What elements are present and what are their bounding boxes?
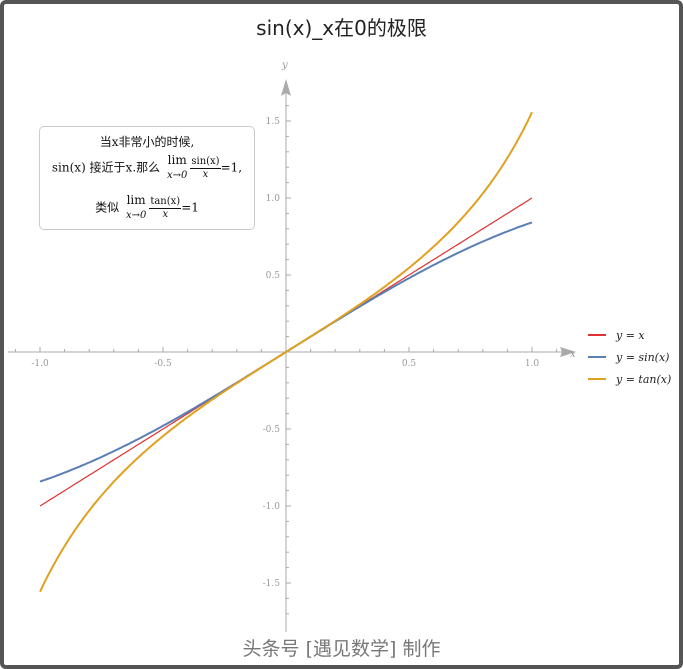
legend-swatch <box>588 334 606 336</box>
x-axis-label: x <box>570 349 576 360</box>
lim-text: lim <box>167 153 187 167</box>
fraction-numerator: tan(x) <box>149 195 182 209</box>
note-line-3-prefix: 类似 <box>95 200 120 215</box>
y-axis-label: y <box>281 60 288 71</box>
lim-text: lim <box>126 193 146 207</box>
legend-item-sin: y = sin(x) <box>588 346 671 368</box>
y-tick-label: 1.5 <box>266 117 281 127</box>
y-tick-label: -1.0 <box>263 502 281 512</box>
lim-subscript: x→0 <box>125 210 147 221</box>
note-line-1: 当x非常小的时候, <box>99 135 195 149</box>
note-line-2: sin(x) 接近于x.那么 lim x→0 sin(x) x =1, <box>40 153 254 183</box>
y-tick-label: -0.5 <box>263 425 281 435</box>
legend-item-tan: y = tan(x) <box>588 368 671 390</box>
footer-credit: 头条号 [遇见数学] 制作 <box>242 638 441 660</box>
legend-swatch <box>588 378 606 380</box>
legend-label: y = x <box>616 328 645 342</box>
limit-notation: lim x→0 <box>167 153 187 183</box>
x-tick-label: -0.5 <box>154 359 172 369</box>
note-line-3: 类似 lim x→0 tan(x) x =1 <box>40 193 254 223</box>
legend-swatch <box>588 356 606 358</box>
x-tick-label: 1.0 <box>525 359 540 369</box>
fraction-sin: sin(x) x <box>190 155 221 181</box>
note-line-2-suffix: =1, <box>220 160 243 175</box>
lim-subscript: x→0 <box>166 170 188 181</box>
note-line-3-suffix: =1 <box>181 200 199 215</box>
legend: y = x y = sin(x) y = tan(x) <box>588 324 671 390</box>
limit-notation: lim x→0 <box>126 193 146 223</box>
legend-item-x: y = x <box>588 324 671 346</box>
fraction-tan: tan(x) x <box>149 195 182 221</box>
fraction-numerator: sin(x) <box>190 155 221 169</box>
note-line-2-prefix: sin(x) 接近于x.那么 <box>51 160 161 175</box>
annotation-box: 当x非常小的时候, sin(x) 接近于x.那么 lim x→0 sin(x) x =1… <box>39 126 255 230</box>
legend-label: y = sin(x) <box>616 350 670 364</box>
y-axis-arrow-icon <box>281 79 291 96</box>
fraction-denominator: x <box>162 208 169 220</box>
x-tick-label: -1.0 <box>31 359 49 369</box>
y-tick-label: -1.5 <box>263 579 281 589</box>
legend-label: y = tan(x) <box>616 372 672 386</box>
y-tick-label: 0.5 <box>266 271 281 281</box>
y-tick-label: 1.0 <box>266 194 281 204</box>
chart-title: sin(x)_x在0的极限 <box>256 16 427 40</box>
series-line-tan <box>39 111 533 593</box>
x-tick-label: 0.5 <box>402 359 417 369</box>
fraction-denominator: x <box>202 168 209 180</box>
x-axis-arrow-icon <box>560 347 576 357</box>
